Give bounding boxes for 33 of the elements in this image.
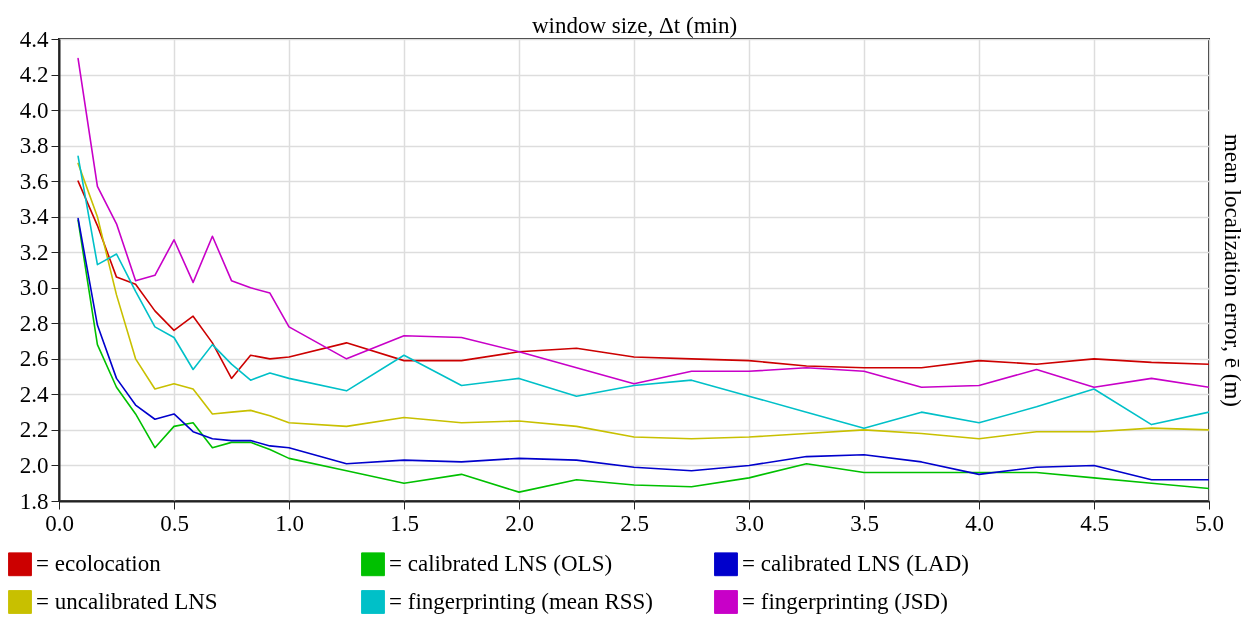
y-tick-label: 3.2 (19, 239, 49, 265)
y-tick-label: 2.2 (19, 417, 49, 443)
y-axis-title: mean localization error, ē (m) (1219, 133, 1245, 408)
x-tick-label: 3.5 (850, 510, 879, 536)
legend-label: = ecolocation (36, 551, 162, 577)
legend-label: = fingerprinting (mean RSS) (389, 589, 654, 614)
line-series (77, 180, 1209, 380)
y-tick-label: 3.6 (19, 168, 49, 194)
y-tick-label: 2.8 (19, 310, 49, 336)
x-tick-label: 3.0 (735, 510, 764, 536)
line-series (77, 57, 1209, 389)
legend-label: = calibrated LNS (OLS) (389, 551, 613, 577)
y-tick-label: 3.8 (19, 133, 49, 159)
y-tick-label: 4.4 (19, 26, 49, 52)
x-tick-label: 5.0 (1195, 510, 1224, 536)
y-tick-label: 2.0 (19, 452, 49, 478)
x-tick-label: 2.0 (505, 510, 534, 536)
x-tick-label: 1.5 (390, 510, 419, 536)
x-tick-label: 1.0 (275, 510, 304, 536)
x-tick-label: 0.5 (160, 510, 189, 536)
y-tick-label: 2.4 (19, 381, 49, 407)
y-tick-label: 4.0 (19, 97, 49, 123)
y-tick-label: 4.2 (19, 62, 49, 88)
y-tick-label: 3.0 (19, 275, 49, 301)
legend-label: = uncalibrated LNS (36, 589, 218, 614)
x-tick-label: 4.0 (965, 510, 994, 536)
x-tick-label: 4.5 (1080, 510, 1109, 536)
legend-label: = fingerprinting (JSD) (742, 589, 948, 614)
y-tick-label: 2.6 (19, 346, 49, 372)
x-axis-title: window size, Δt (min) (531, 12, 738, 38)
x-tick-label: 2.5 (620, 510, 649, 536)
y-tick-label: 3.4 (19, 204, 49, 230)
legend-label: = calibrated LNS (LAD) (742, 551, 969, 577)
